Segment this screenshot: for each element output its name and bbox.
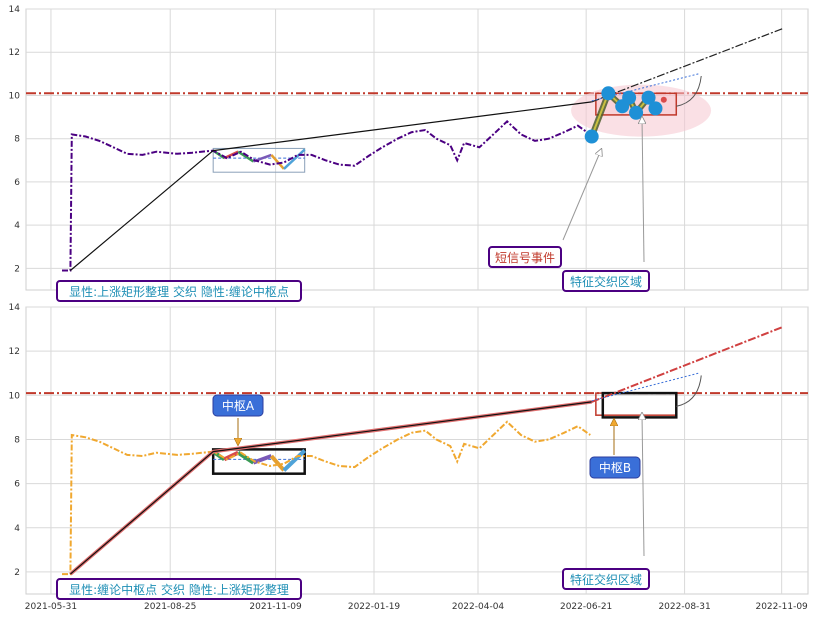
top-y-tick-label: 8 [14, 135, 20, 145]
bottom-plot-area [25, 306, 809, 595]
short-signal-point [648, 101, 663, 116]
bottom-y-tick-label: 10 [9, 391, 21, 401]
top-y-tick-label: 4 [14, 221, 20, 231]
top-y-tick-label: 10 [9, 91, 21, 101]
top-y-tick-label: 6 [14, 178, 20, 188]
bottom-y-tick-label: 2 [14, 568, 20, 578]
pivot-b-label: 中枢B [589, 456, 641, 479]
top-feature-connector [676, 75, 702, 107]
signal-end-marker [660, 96, 667, 103]
short-signal-arrow [562, 150, 601, 241]
bottom-central-pivot-box [211, 448, 306, 475]
x-tick-label: 2022-11-09 [755, 602, 808, 612]
bottom-feature-zone-label: 特征交织区域 [562, 568, 650, 590]
top-trend-line [70, 101, 592, 271]
bottom-panel: 2 4 6 8 10 12 14 [9, 303, 809, 595]
short-signal-point [622, 90, 637, 105]
top-central-pivot-box [212, 147, 306, 173]
top-y-tick-label: 2 [14, 264, 20, 274]
bottom-projection-line [591, 325, 784, 403]
top-plot-area [25, 8, 809, 291]
short-signal-point [584, 129, 599, 144]
top-y-tick-label: 12 [9, 48, 20, 58]
bottom-explicit-label: 显性:缠论中枢点 交织 隐性:上涨矩形整理 [56, 578, 302, 600]
top-pivot-segment [270, 154, 285, 170]
top-explicit-label: 显性:上涨矩形整理 交织 隐性:缠论中枢点 [56, 280, 302, 302]
bottom-y-tick-label: 8 [14, 435, 20, 445]
top-panel: 2 4 6 8 10 12 14 [9, 5, 809, 291]
top-pivot-segment [283, 148, 306, 170]
top-y-tick-label: 14 [9, 5, 21, 15]
bottom-price-line [62, 420, 591, 576]
bottom-y-tick-label: 14 [9, 303, 21, 313]
bottom-feature-zone-arrow [642, 414, 644, 557]
bottom-pivot-segment [237, 451, 255, 465]
short-signal-point [641, 90, 656, 105]
bottom-feature-connector [676, 375, 702, 407]
x-tick-label: 2021-05-31 [25, 602, 77, 612]
pivot-a-label: 中枢A [212, 394, 264, 417]
short-signal-label-text: 短信号事件 [495, 251, 555, 265]
x-axis: 2021-05-31 2021-08-25 2021-11-09 2022-01-19… [25, 602, 808, 612]
bottom-pivot-segment [252, 454, 273, 465]
x-tick-label: 2022-01-19 [348, 602, 401, 612]
bottom-y-tick-label: 4 [14, 524, 20, 534]
x-tick-label: 2021-08-25 [144, 602, 196, 612]
top-feature-zone-arrow [642, 118, 644, 263]
x-tick-label: 2021-11-09 [249, 602, 302, 612]
bottom-feature-zone-label-text: 特征交织区域 [570, 572, 642, 587]
x-tick-label: 2022-06-21 [560, 602, 612, 612]
bottom-pivot-segment [282, 449, 307, 472]
pivot-b-label-text: 中枢B [599, 460, 631, 475]
bottom-y-tick-label: 6 [14, 480, 20, 490]
bottom-trend-line [70, 401, 592, 575]
top-feature-zone-label: 特征交织区域 [562, 270, 650, 292]
top-explicit-label-text: 显性:上涨矩形整理 交织 隐性:缠论中枢点 [69, 284, 289, 299]
x-tick-label: 2022-04-04 [452, 602, 505, 612]
short-signal-point [601, 86, 616, 101]
short-signal-label: 短信号事件 [488, 246, 562, 268]
bottom-y-tick-label: 12 [9, 347, 20, 357]
top-projection-line [591, 27, 784, 103]
pivot-a-label-text: 中枢A [222, 398, 255, 413]
top-feature-zone-label-text: 特征交织区域 [570, 274, 642, 289]
short-signal-point [629, 105, 644, 120]
bottom-pivot-segment [269, 454, 286, 472]
top-pivot-segment [237, 150, 255, 163]
x-tick-label: 2022-08-31 [658, 602, 710, 612]
bottom-explicit-label-text: 显性:缠论中枢点 交织 隐性:上涨矩形整理 [69, 582, 289, 597]
